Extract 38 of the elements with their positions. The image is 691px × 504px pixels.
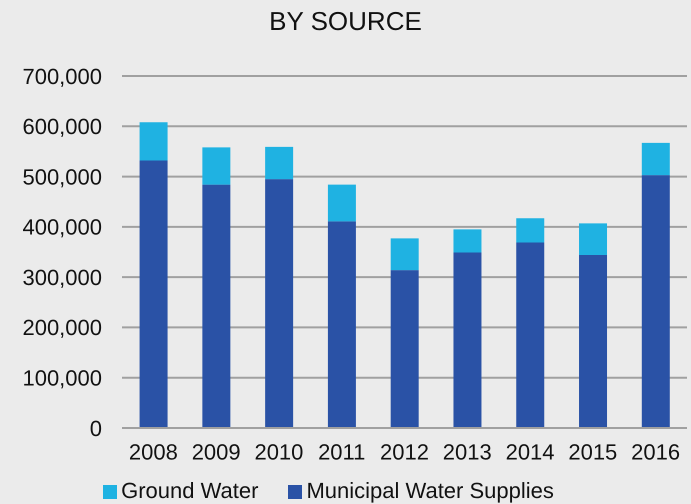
legend-label: Municipal Water Supplies <box>306 478 554 503</box>
y-tick-label: 700,000 <box>22 64 102 89</box>
bar <box>516 242 544 428</box>
bar <box>390 270 419 428</box>
bar <box>516 218 544 242</box>
x-tick-label: 2014 <box>506 440 555 465</box>
x-tick-label: 2008 <box>128 440 178 465</box>
bar <box>390 238 419 270</box>
x-tick-label: 2015 <box>568 440 618 465</box>
x-tick-label: 2012 <box>380 440 429 465</box>
y-tick-label: 0 <box>90 416 102 441</box>
y-tick-label: 200,000 <box>22 315 102 340</box>
x-tick-label: 2011 <box>318 440 366 465</box>
chart-title: BY SOURCE <box>268 6 423 37</box>
y-tick-label: 500,000 <box>22 164 102 190</box>
bar <box>202 184 230 428</box>
bar <box>265 179 294 428</box>
x-tick-label: 2009 <box>192 440 241 465</box>
bar <box>453 252 482 428</box>
bar <box>265 146 294 180</box>
bar <box>140 122 168 160</box>
bar <box>642 142 670 176</box>
y-tick-label: 400,000 <box>22 214 102 240</box>
y-tick-label: 600,000 <box>22 114 102 140</box>
bar <box>453 229 482 253</box>
x-tick-label: 2010 <box>254 440 304 465</box>
bar <box>579 223 608 256</box>
y-tick-label: 100,000 <box>22 366 102 391</box>
bar <box>642 175 670 428</box>
bar <box>579 255 608 428</box>
y-tick-label: 300,000 <box>22 264 102 290</box>
bar <box>202 147 230 185</box>
x-tick-label: 2016 <box>631 440 680 465</box>
x-tick-label: 2013 <box>442 440 492 465</box>
legend-label: Ground Water <box>121 478 258 503</box>
bar <box>328 221 356 428</box>
bar <box>140 160 168 428</box>
bar <box>328 184 356 222</box>
